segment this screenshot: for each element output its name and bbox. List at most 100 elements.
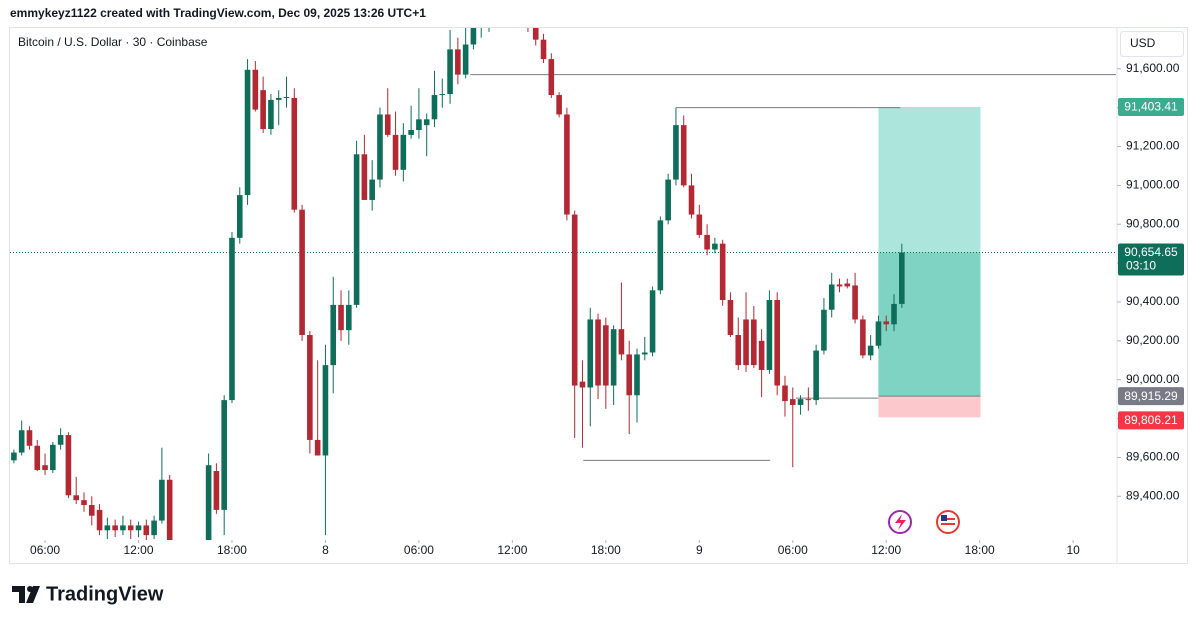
candle-body [18, 430, 25, 453]
y-tick-label: 90,800.00 [1126, 216, 1180, 230]
candle-body [641, 352, 648, 355]
y-tick-label: 89,600.00 [1126, 450, 1180, 464]
candle-body [564, 114, 570, 215]
candle-body [751, 319, 757, 366]
candle-body [268, 99, 274, 130]
brand-logo [12, 586, 40, 603]
y-tick-label: 91,000.00 [1126, 178, 1180, 192]
candle-body [836, 284, 843, 287]
candle-body [782, 385, 788, 402]
candle-body [852, 285, 858, 320]
candle-body [50, 444, 56, 471]
candle-body [275, 97, 282, 100]
x-tick-label: 06:00 [404, 543, 434, 557]
candle-body [322, 365, 329, 456]
candle-body [828, 284, 835, 310]
candle-body [673, 125, 679, 180]
target-box [1118, 98, 1184, 117]
candle-body [455, 49, 461, 75]
y-axis-label: USD [1130, 36, 1156, 50]
candle-body [696, 214, 703, 235]
events-bolt [895, 514, 906, 530]
x-tick-label: 8 [322, 543, 329, 557]
y-tick-label: 90,200.00 [1126, 333, 1180, 347]
flag-stripe [941, 518, 955, 520]
candle-body [135, 525, 142, 531]
candle-body [821, 309, 827, 351]
candle-body [96, 509, 103, 531]
candle-body [127, 525, 134, 531]
y-tick-label: 90,400.00 [1126, 294, 1180, 308]
candle-body [649, 290, 656, 353]
x-tick-label: 18:00 [217, 543, 247, 557]
candle-body [400, 134, 407, 170]
flag-stripe [941, 523, 955, 525]
candle-body [291, 97, 298, 210]
candle-body [470, 28, 477, 45]
candle-body [205, 465, 212, 540]
candle-body [307, 335, 313, 440]
logo-part [26, 586, 40, 603]
candle-body [166, 479, 173, 540]
candle-body [104, 525, 111, 531]
stop-zone [878, 396, 981, 418]
candle-body [579, 381, 586, 388]
x-tick-label: 12:00 [497, 543, 527, 557]
candle-body [610, 329, 617, 386]
candle-body [883, 321, 890, 325]
y-tick-label: 91,600.00 [1126, 61, 1180, 75]
candle-body [704, 234, 710, 250]
entry-label: 89,915.29 [1124, 389, 1178, 403]
candle-body [797, 399, 804, 405]
candle-body [431, 95, 438, 120]
chart-title: Bitcoin / U.S. Dollar · 30 · Coinbase [18, 35, 208, 49]
countdown-label: 03:10 [1126, 259, 1156, 273]
candle-body [587, 319, 594, 388]
candle-body [65, 435, 72, 496]
last-price-box [1118, 243, 1184, 276]
last-price-label: 90,654.65 [1124, 245, 1178, 259]
candle-body [766, 300, 773, 370]
candle-body [532, 28, 539, 40]
brand: TradingView [46, 583, 164, 605]
candle-body [236, 195, 243, 238]
candle-body [423, 119, 430, 126]
stop-box [1118, 411, 1184, 430]
candle-body [151, 520, 157, 536]
candle-body [774, 300, 780, 386]
candle-body [42, 465, 48, 471]
candle-body [244, 69, 251, 196]
candle-body [260, 90, 266, 130]
candle-body [416, 119, 422, 131]
x-tick-label: 10 [1066, 543, 1080, 557]
candle-body [353, 154, 360, 305]
candle-body [626, 354, 633, 396]
plot-area [10, 28, 1116, 540]
candle-body [392, 134, 399, 170]
candle-body [314, 439, 321, 456]
candle-body [346, 304, 352, 331]
candle-body [758, 340, 765, 370]
candle-body [26, 430, 33, 446]
candle-body [860, 319, 866, 356]
candle-body [439, 94, 446, 96]
candle-body [369, 179, 375, 200]
candle-body [447, 49, 453, 95]
x-tick-label: 18:00 [591, 543, 621, 557]
candle-body [159, 479, 165, 521]
candle-body [805, 399, 812, 401]
overlay: 89,400.0089,600.0089,800.0090,000.0090,2… [30, 61, 1184, 557]
candle-body [875, 321, 882, 346]
flag-icon [936, 510, 960, 534]
x-tick-label: 12:00 [123, 543, 153, 557]
header: emmykeyz1122 created with TradingView.co… [10, 6, 426, 20]
flag-canton [941, 515, 947, 521]
candle-body [867, 345, 874, 356]
logo-part [12, 586, 25, 603]
y-tick-label: 89,400.00 [1126, 488, 1180, 502]
candle-body [789, 399, 796, 405]
target-label: 91,403.41 [1124, 100, 1178, 114]
candle-body [11, 452, 17, 461]
candle-body [899, 252, 905, 304]
